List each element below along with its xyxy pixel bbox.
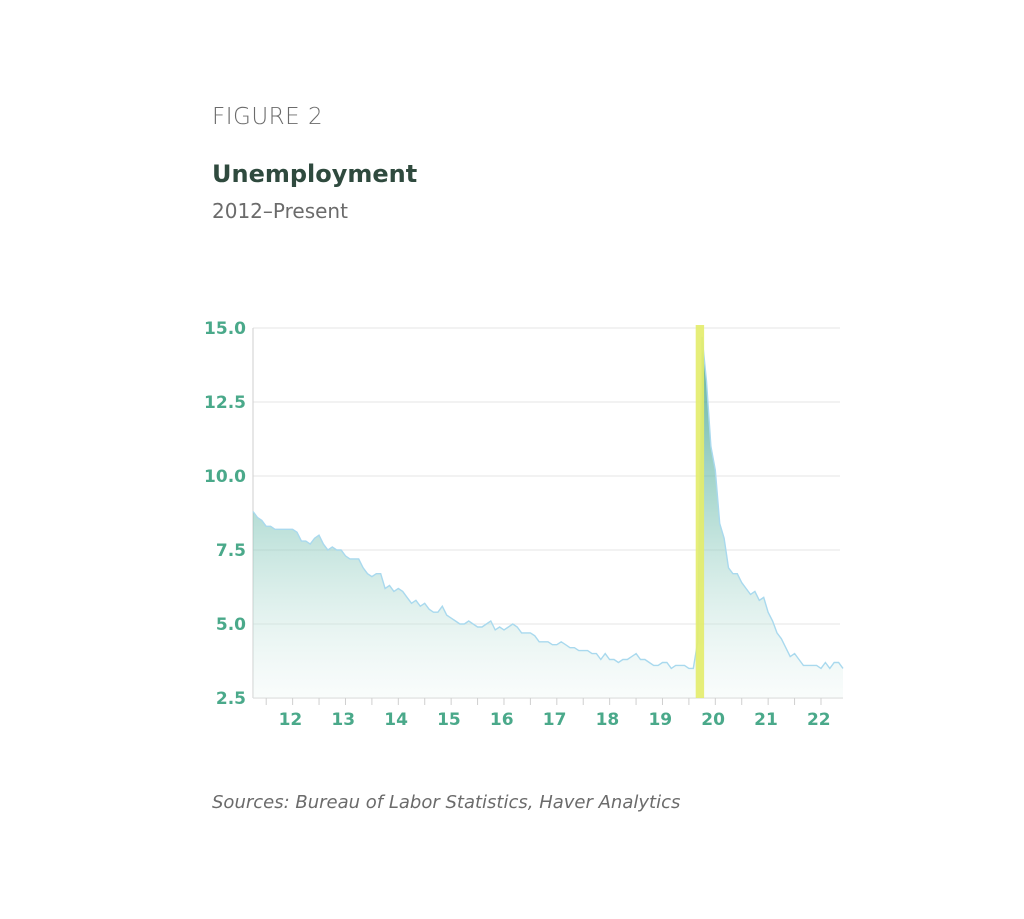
x-tick-label: 15 [437,710,461,730]
y-axis-ticks: 15.0 12.5 10.0 7.5 5.0 2.5 [204,319,246,709]
x-tick-label: 17 [543,710,567,730]
x-tick-label: 21 [754,710,778,730]
series-line [252,336,844,670]
y-tick-label: 15.0 [204,319,246,339]
y-tick-label: 5.0 [216,615,246,635]
chart-subtitle: 2012–Present [212,199,348,223]
x-tick-label: 19 [648,710,672,730]
chart-title: Unemployment [212,160,418,188]
x-tick-label: 20 [701,710,725,730]
x-tick-label: 14 [384,710,408,730]
x-axis-ticks: 12 13 14 15 16 17 18 19 20 21 22 [265,698,831,730]
x-tick-label: 18 [596,710,620,730]
series-area [253,336,843,698]
x-tick-label: 13 [331,710,355,730]
y-tick-label: 2.5 [216,689,246,709]
x-tick-label: 22 [807,710,831,730]
y-tick-label: 12.5 [204,393,246,413]
source-note: Sources: Bureau of Labor Statistics, Hav… [212,792,681,813]
x-tick-label: 12 [279,710,303,730]
series-group [252,336,844,698]
x-tick-label: 16 [490,710,514,730]
highlight-group [695,325,705,698]
figure-label: FIGURE 2 [212,104,324,130]
y-tick-label: 7.5 [216,541,246,561]
y-tick-label: 10.0 [204,467,246,487]
highlight-band [695,325,705,698]
